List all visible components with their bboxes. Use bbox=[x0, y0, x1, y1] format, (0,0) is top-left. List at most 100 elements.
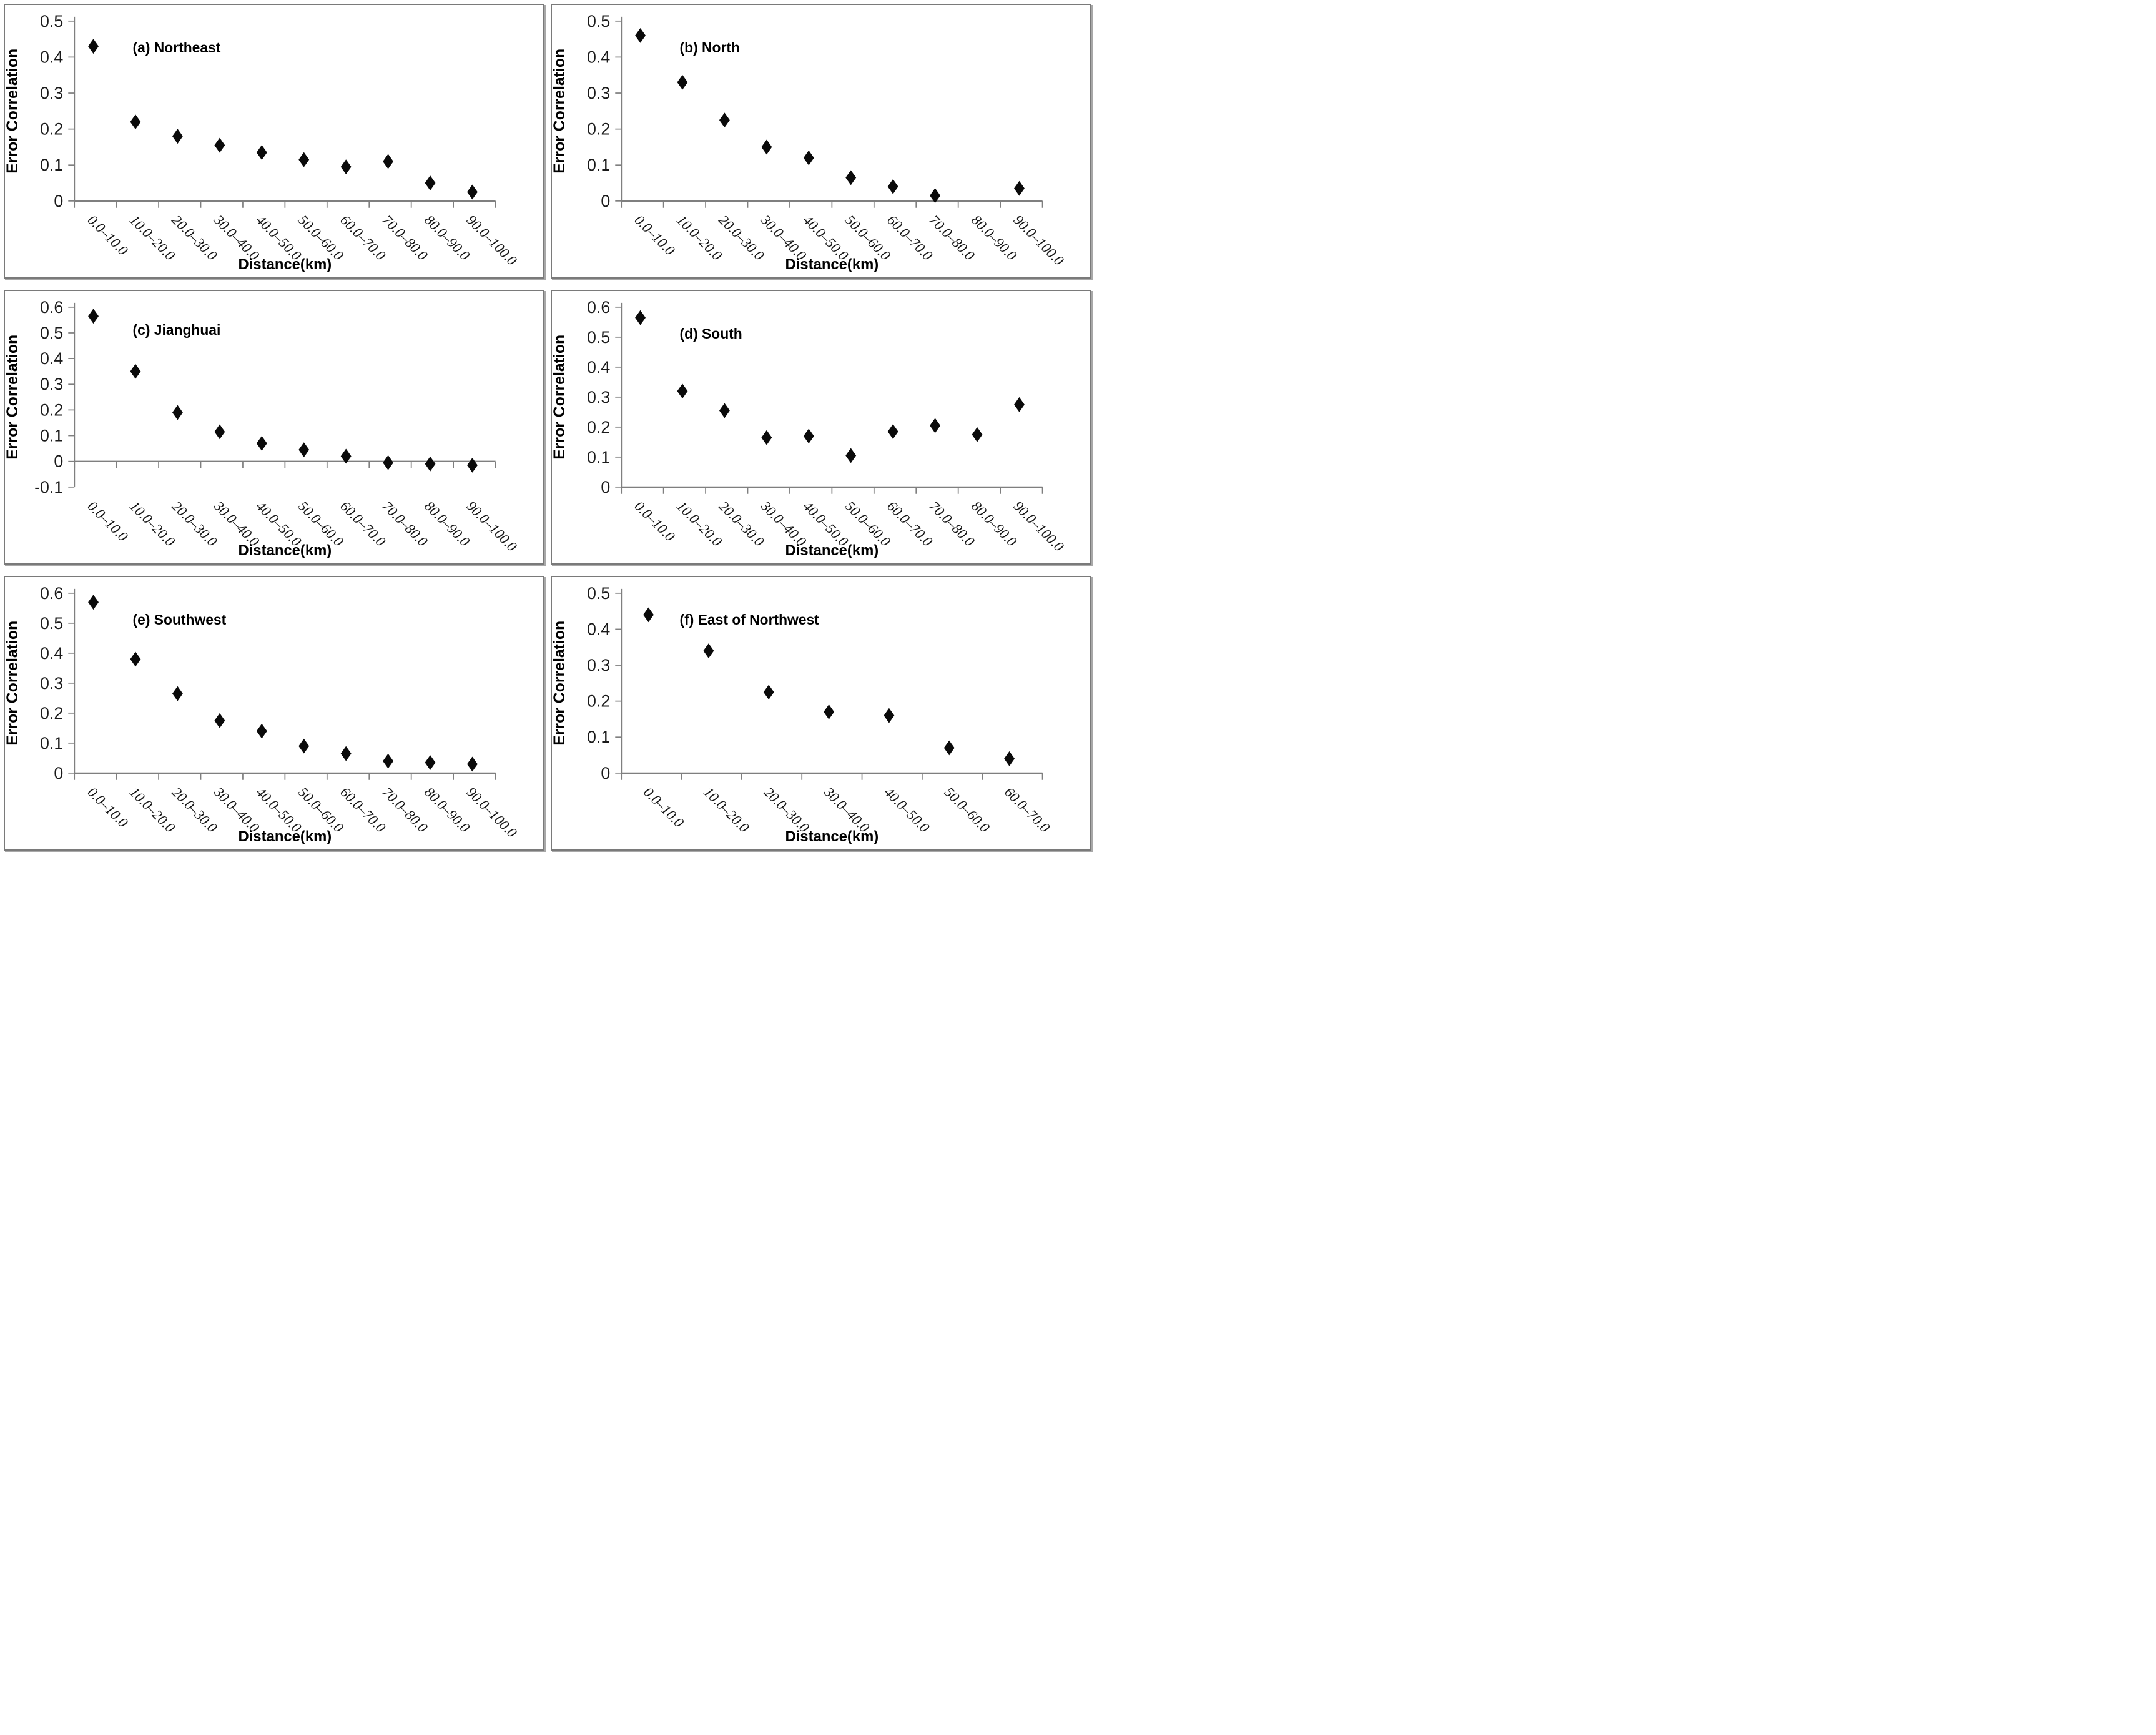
chart-a: 0 0.1 0.2 0.3 0.4 0.5 0.0–10.010.0–20.020.0–30… bbox=[5, 12, 520, 273]
y-axis-title: Error Correlation bbox=[5, 335, 21, 460]
x-category-label: 60.0–70.0 bbox=[337, 498, 389, 550]
x-category-label: 20.0–30.0 bbox=[716, 212, 767, 264]
data-point bbox=[803, 428, 814, 444]
x-category-label: 10.0–20.0 bbox=[127, 212, 179, 264]
data-point bbox=[761, 430, 772, 445]
data-point bbox=[677, 383, 688, 399]
x-category-label: 0.0–10.0 bbox=[631, 498, 678, 545]
x-category-label: 60.0–70.0 bbox=[337, 784, 389, 836]
y-tick-label: 0 bbox=[54, 192, 63, 210]
panel-label: (b) North bbox=[680, 39, 740, 56]
data-point bbox=[887, 179, 898, 194]
data-point bbox=[824, 704, 835, 719]
data-point bbox=[635, 310, 646, 325]
x-category-label: 60.0–70.0 bbox=[884, 498, 936, 550]
y-tick-label: 0.2 bbox=[40, 400, 63, 419]
x-category-label: 0.0–10.0 bbox=[84, 784, 131, 831]
x-category-label: 40.0–50.0 bbox=[881, 784, 933, 836]
y-tick-label: 0.3 bbox=[587, 656, 610, 675]
y-tick-label: 0.5 bbox=[587, 584, 610, 603]
x-category-label: 20.0–30.0 bbox=[169, 212, 220, 264]
x-axis-title: Distance(km) bbox=[785, 542, 879, 559]
chart-d: 0 0.1 0.2 0.3 0.4 0.5 0.6 0.0–10.010.0–20.020.0… bbox=[552, 298, 1067, 559]
panel-label: (e) Southwest bbox=[133, 611, 227, 628]
x-category-label: 60.0–70.0 bbox=[884, 212, 936, 264]
data-point bbox=[677, 74, 688, 90]
y-tick-label: 0.1 bbox=[587, 728, 610, 746]
chart-c: -0.1 0 0.1 0.2 0.3 0.4 0.5 0.6 0.0–10.010.0–20.0… bbox=[5, 298, 520, 559]
x-category-label: 20.0–30.0 bbox=[169, 498, 220, 550]
x-category-label: 0.0–10.0 bbox=[631, 212, 678, 259]
x-category-label: 10.0–20.0 bbox=[674, 212, 726, 264]
panel-b-north: 0 0.1 0.2 0.3 0.4 0.5 0.0–10.0 10.0–20.0 20.0–30… bbox=[551, 4, 1091, 279]
chart-b: 0 0.1 0.2 0.3 0.4 0.5 0.0–10.010.0–20.020.0–30… bbox=[552, 12, 1067, 273]
y-tick-label: 0.6 bbox=[40, 298, 63, 317]
x-category-label: 10.0–20.0 bbox=[127, 784, 179, 836]
x-category-label: 80.0–90.0 bbox=[968, 212, 1020, 264]
data-point bbox=[172, 129, 183, 144]
data-point bbox=[298, 442, 310, 458]
x-category-label: 20.0–30.0 bbox=[169, 784, 220, 836]
x-category-label: 90.0–100.0 bbox=[1010, 212, 1067, 269]
x-category-label: 0.0–10.0 bbox=[641, 784, 687, 831]
x-category-label: 60.0–70.0 bbox=[1002, 784, 1053, 836]
data-point bbox=[467, 457, 478, 473]
x-axis-title: Distance(km) bbox=[239, 542, 332, 559]
x-category-label: 10.0–20.0 bbox=[127, 498, 179, 550]
y-tick-label: 0.5 bbox=[587, 12, 610, 31]
data-point bbox=[1014, 180, 1025, 196]
data-point bbox=[467, 184, 478, 200]
panel-a-northeast: 0 0.1 0.2 0.3 0.4 0.5 0.0–10.0 10.0–20.0 20.0–30… bbox=[4, 4, 544, 279]
data-point bbox=[256, 435, 267, 451]
data-point bbox=[845, 448, 857, 463]
x-axis-title: Distance(km) bbox=[785, 828, 879, 845]
y-axis-title: Error Correlation bbox=[552, 49, 568, 174]
y-tick-label: 0.2 bbox=[587, 120, 610, 139]
x-category-label: 90.0–100.0 bbox=[463, 212, 520, 269]
y-tick-label: 0.5 bbox=[40, 12, 63, 31]
chart-e: 0 0.1 0.2 0.3 0.4 0.5 0.6 0.0–10.010.0–20.020.0… bbox=[5, 584, 520, 845]
x-category-label: 80.0–90.0 bbox=[968, 498, 1020, 550]
y-tick-label: 0.2 bbox=[587, 692, 610, 711]
data-point bbox=[763, 685, 774, 700]
x-category-label: 60.0–70.0 bbox=[337, 212, 389, 264]
data-point bbox=[130, 651, 141, 667]
y-tick-label: 0 bbox=[601, 192, 610, 210]
panel-e-southwest: 0 0.1 0.2 0.3 0.4 0.5 0.6 0.0–10.0 10.0–20.0 20.0… bbox=[4, 576, 544, 851]
x-category-label: 10.0–20.0 bbox=[701, 784, 752, 836]
data-point bbox=[88, 595, 99, 610]
x-category-label: 70.0–80.0 bbox=[927, 212, 978, 264]
panel-f-east-of-northwest: 0 0.1 0.2 0.3 0.4 0.5 0.0–10.0 10.0–20.0 20.0–30… bbox=[551, 576, 1091, 851]
x-category-label: 0.0–10.0 bbox=[84, 212, 131, 259]
x-category-label: 10.0–20.0 bbox=[674, 498, 726, 550]
data-point bbox=[340, 746, 352, 761]
data-point bbox=[943, 740, 955, 756]
data-point bbox=[214, 424, 225, 440]
y-tick-label: 0.6 bbox=[587, 298, 610, 317]
data-point bbox=[930, 418, 941, 433]
x-axis-title: Distance(km) bbox=[239, 828, 332, 845]
data-point bbox=[635, 27, 646, 43]
data-point bbox=[703, 643, 714, 658]
data-point bbox=[130, 114, 141, 130]
y-tick-label: -0.1 bbox=[34, 478, 63, 497]
data-point bbox=[972, 427, 983, 442]
data-point bbox=[383, 154, 394, 169]
data-point bbox=[298, 152, 310, 167]
y-axis-title: Error Correlation bbox=[552, 335, 568, 460]
data-point bbox=[425, 456, 436, 472]
data-point bbox=[130, 363, 141, 379]
y-tick-label: 0.3 bbox=[587, 84, 610, 102]
panel-label: (d) South bbox=[680, 325, 742, 342]
data-point bbox=[719, 403, 730, 418]
panel-d-south: 0 0.1 0.2 0.3 0.4 0.5 0.6 0.0–10.0 10.0–20.0 20.0… bbox=[551, 290, 1091, 565]
data-point bbox=[467, 756, 478, 772]
y-tick-label: 0 bbox=[601, 764, 610, 783]
data-point bbox=[425, 755, 436, 770]
panel-c-jianghuai: -0.1 0 0.1 0.2 0.3 0.4 0.5 0.6 0.0–10.0 10.0–20.0… bbox=[4, 290, 544, 565]
data-point bbox=[256, 145, 267, 160]
y-tick-label: 0.3 bbox=[40, 674, 63, 693]
y-tick-label: 0.1 bbox=[40, 734, 63, 753]
data-point bbox=[425, 175, 436, 190]
panel-label: (c) Jianghuai bbox=[133, 322, 221, 338]
